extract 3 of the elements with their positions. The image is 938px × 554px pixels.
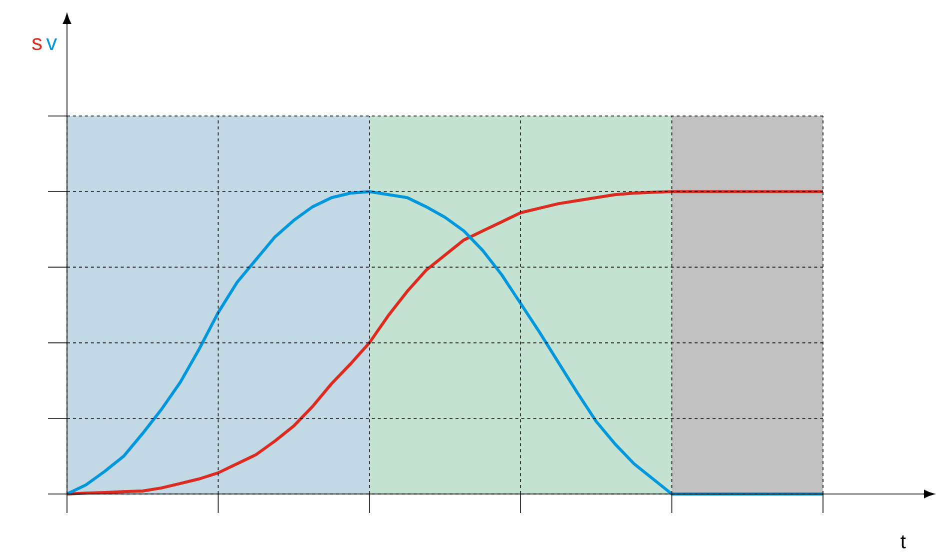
text: s: [32, 38, 42, 50]
text: v: [46, 38, 58, 50]
x-axis-title: t: [900, 535, 906, 548]
